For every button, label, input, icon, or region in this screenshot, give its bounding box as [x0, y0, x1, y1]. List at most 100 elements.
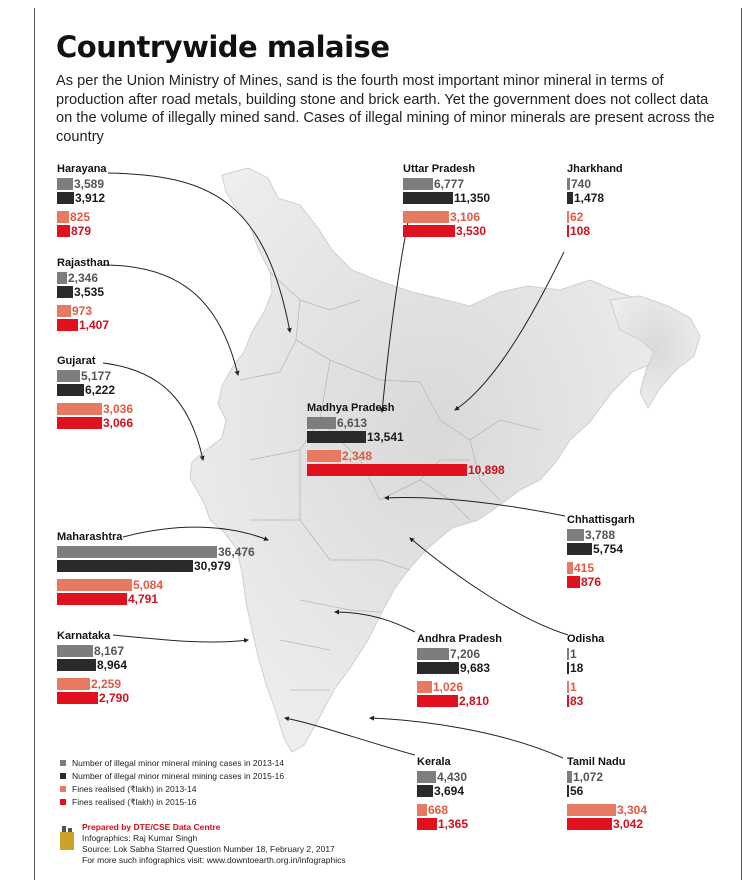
- value-label-fines-2015-16: 1,365: [438, 817, 469, 831]
- legend-swatch: [60, 785, 66, 792]
- value-label-cases-2013-14: 1: [570, 647, 577, 661]
- bar-cases-2013-14: [417, 771, 436, 783]
- legend-label: Fines realised (₹lakh) in 2015-16: [72, 797, 197, 807]
- credits-text: Prepared by DTE/CSE Data Centre Infograp…: [82, 822, 346, 866]
- value-label-fines-2013-14: 3,304: [617, 803, 648, 817]
- northeast-outline: [609, 295, 701, 410]
- credits-title: Prepared by DTE/CSE Data Centre: [82, 822, 221, 832]
- bar-fines-2015-16: [567, 818, 612, 830]
- value-label-fines-2013-14: 668: [428, 803, 449, 817]
- bar-fines-2015-16: [417, 818, 437, 830]
- bar-cases-2015-16: [57, 192, 74, 204]
- bar-fines-2015-16: [57, 593, 127, 605]
- value-label-fines-2015-16: 4,791: [128, 592, 159, 606]
- state-name: Maharashtra: [57, 531, 123, 543]
- legend-label: Fines realised (₹lakh) in 2013-14: [72, 784, 197, 794]
- bar-cases-2013-14: [57, 645, 93, 657]
- page-border: [34, 8, 742, 880]
- value-label-fines-2015-16: 3,530: [456, 224, 487, 238]
- value-label-fines-2015-16: 108: [570, 224, 591, 238]
- bar-fines-2015-16: [57, 225, 70, 237]
- legend-item-cases-2013-14: Number of illegal minor mineral mining c…: [60, 757, 284, 769]
- bar-fines-2013-14: [57, 678, 90, 690]
- value-label-fines-2015-16: 2,790: [99, 691, 130, 705]
- bar-fines-2013-14: [567, 681, 569, 693]
- bar-fines-2015-16: [307, 464, 467, 476]
- value-label-fines-2013-14: 825: [70, 210, 91, 224]
- value-label-cases-2013-14: 6,777: [434, 177, 465, 191]
- value-label-fines-2013-14: 3,036: [103, 402, 134, 416]
- bar-cases-2015-16: [567, 192, 573, 204]
- value-label-cases-2013-14: 3,589: [74, 177, 105, 191]
- legend-swatch: [60, 798, 66, 805]
- value-label-fines-2013-14: 973: [72, 304, 93, 318]
- bar-cases-2015-16: [57, 659, 96, 671]
- value-label-cases-2013-14: 1,072: [573, 770, 604, 784]
- bar-fines-2015-16: [57, 319, 78, 331]
- value-label-cases-2015-16: 13,541: [367, 430, 404, 444]
- bar-cases-2013-14: [57, 370, 80, 382]
- value-label-fines-2015-16: 3,042: [613, 817, 644, 831]
- value-label-cases-2013-14: 36,476: [218, 545, 255, 559]
- bar-fines-2015-16: [567, 695, 569, 707]
- value-label-fines-2013-14: 1,026: [433, 680, 464, 694]
- bar-cases-2015-16: [403, 192, 453, 204]
- credits-infographics: Infographics: Raj Kumar Singh: [82, 833, 198, 843]
- value-label-cases-2015-16: 6,222: [85, 383, 116, 397]
- value-label-fines-2015-16: 2,810: [459, 694, 490, 708]
- bar-cases-2013-14: [567, 771, 572, 783]
- value-label-fines-2013-14: 2,348: [342, 449, 373, 463]
- value-label-fines-2015-16: 83: [570, 694, 584, 708]
- value-label-fines-2013-14: 62: [570, 210, 584, 224]
- bar-fines-2015-16: [567, 576, 580, 588]
- credits-source: Source: Lok Sabha Starred Question Numbe…: [82, 844, 335, 854]
- value-label-cases-2015-16: 56: [570, 784, 584, 798]
- value-label-cases-2013-14: 740: [571, 177, 592, 191]
- credits-more: For more such infographics visit: www.do…: [82, 855, 346, 865]
- legend-swatch: [60, 759, 66, 766]
- page-title: Countrywide malaise: [56, 30, 390, 64]
- bar-cases-2015-16: [307, 431, 366, 443]
- state-name: Odisha: [567, 633, 605, 645]
- bar-fines-2013-14: [417, 804, 427, 816]
- value-label-cases-2013-14: 3,788: [585, 528, 616, 542]
- value-label-fines-2015-16: 879: [71, 224, 92, 238]
- bar-cases-2015-16: [567, 785, 569, 797]
- bar-fines-2015-16: [417, 695, 458, 707]
- leader-arrows: [102, 172, 569, 759]
- state-name: Gujarat: [57, 355, 96, 367]
- bar-cases-2013-14: [417, 648, 449, 660]
- value-label-cases-2013-14: 2,346: [68, 271, 99, 285]
- bar-fines-2013-14: [567, 211, 569, 223]
- legend-label: Number of illegal minor mineral mining c…: [72, 758, 285, 768]
- value-label-cases-2015-16: 18: [570, 661, 584, 675]
- bar-cases-2015-16: [417, 785, 433, 797]
- value-label-fines-2013-14: 415: [574, 561, 595, 575]
- value-label-fines-2015-16: 1,407: [79, 318, 110, 332]
- bar-cases-2015-16: [57, 560, 193, 572]
- value-label-fines-2013-14: 3,106: [450, 210, 481, 224]
- value-label-fines-2013-14: 1: [570, 680, 577, 694]
- value-label-cases-2015-16: 5,754: [593, 542, 624, 556]
- legend-swatch: [60, 772, 66, 779]
- value-label-cases-2015-16: 11,350: [454, 191, 491, 205]
- legend-item-fines-2013-14: Fines realised (₹lakh) in 2013-14: [60, 783, 284, 795]
- page-subtitle: As per the Union Ministry of Mines, sand…: [56, 73, 715, 145]
- bar-cases-2015-16: [57, 286, 73, 298]
- bar-fines-2013-14: [57, 211, 69, 223]
- value-label-cases-2015-16: 1,478: [574, 191, 605, 205]
- value-label-fines-2015-16: 3,066: [103, 416, 134, 430]
- bar-cases-2015-16: [567, 543, 592, 555]
- bar-cases-2015-16: [417, 662, 459, 674]
- legend-label: Number of illegal minor mineral mining c…: [72, 771, 285, 781]
- bar-fines-2015-16: [57, 417, 102, 429]
- bar-fines-2013-14: [567, 804, 616, 816]
- value-label-cases-2013-14: 4,430: [437, 770, 468, 784]
- bar-fines-2013-14: [417, 681, 432, 693]
- bar-cases-2013-14: [567, 529, 584, 541]
- bar-fines-2013-14: [567, 562, 573, 574]
- value-label-cases-2015-16: 30,979: [194, 559, 231, 573]
- state-name: Rajasthan: [57, 257, 110, 269]
- state-name: Uttar Pradesh: [403, 163, 476, 175]
